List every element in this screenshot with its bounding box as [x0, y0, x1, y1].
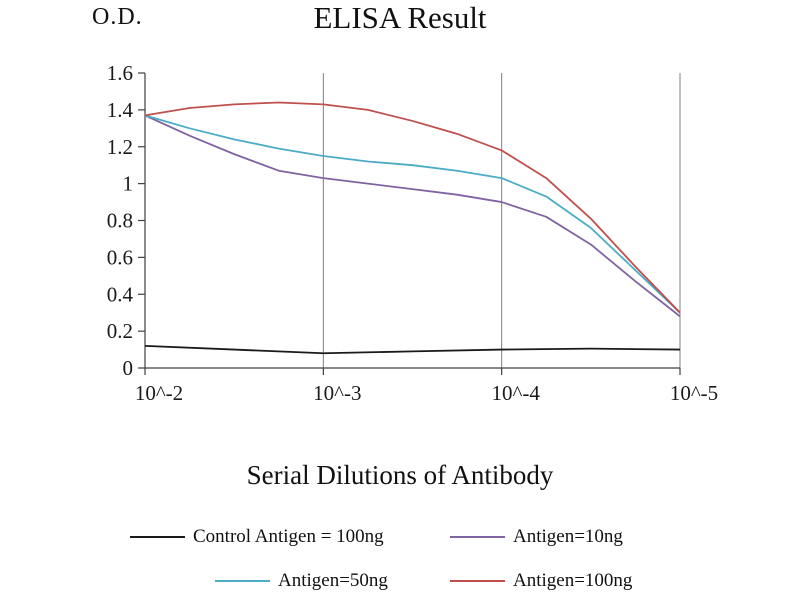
legend-label: Antigen=50ng [278, 570, 388, 591]
legend-item-antigen-50ng: Antigen=50ng [215, 570, 388, 592]
chart-title: ELISA Result [313, 0, 487, 35]
legend-line-control-antigen [130, 536, 185, 538]
legend-label: Antigen=10ng [513, 526, 623, 547]
legend-line-antigen-10ng [450, 536, 505, 538]
y-tick-label: 0 [123, 356, 134, 380]
legend-label: Control Antigen = 100ng [193, 526, 384, 547]
legend-item-antigen-10ng: Antigen=10ng [450, 526, 623, 548]
y-tick-label: 1 [123, 172, 134, 196]
legend-label: Antigen=100ng [513, 570, 633, 591]
y-tick-label: 0.2 [107, 319, 133, 343]
series-line [144, 114, 681, 314]
y-tick-label: 0.8 [107, 209, 133, 233]
x-axis-title: Serial Dilutions of Antibody [246, 460, 554, 490]
legend-line-antigen-50ng [215, 580, 270, 582]
legend-line-antigen-100ng [450, 580, 505, 582]
y-tick-label: 0.4 [107, 282, 134, 306]
x-tick-label: 10^-3 [313, 381, 361, 405]
x-tick-label: 10^-4 [491, 381, 540, 405]
series-line [144, 114, 681, 318]
y-axis-unit-label: O.D. [92, 4, 143, 30]
y-tick-label: 1.4 [107, 98, 134, 122]
legend-item-control-antigen: Control Antigen = 100ng [130, 526, 384, 548]
y-tick-label: 1.2 [107, 135, 133, 159]
y-tick-label: 1.6 [107, 61, 133, 85]
legend-item-antigen-100ng: Antigen=100ng [450, 570, 632, 592]
series-line [144, 101, 681, 314]
y-tick-label: 0.6 [107, 245, 133, 269]
series-line [144, 344, 681, 355]
x-tick-label: 10^-2 [135, 381, 183, 405]
x-tick-label: 10^-5 [670, 381, 718, 405]
